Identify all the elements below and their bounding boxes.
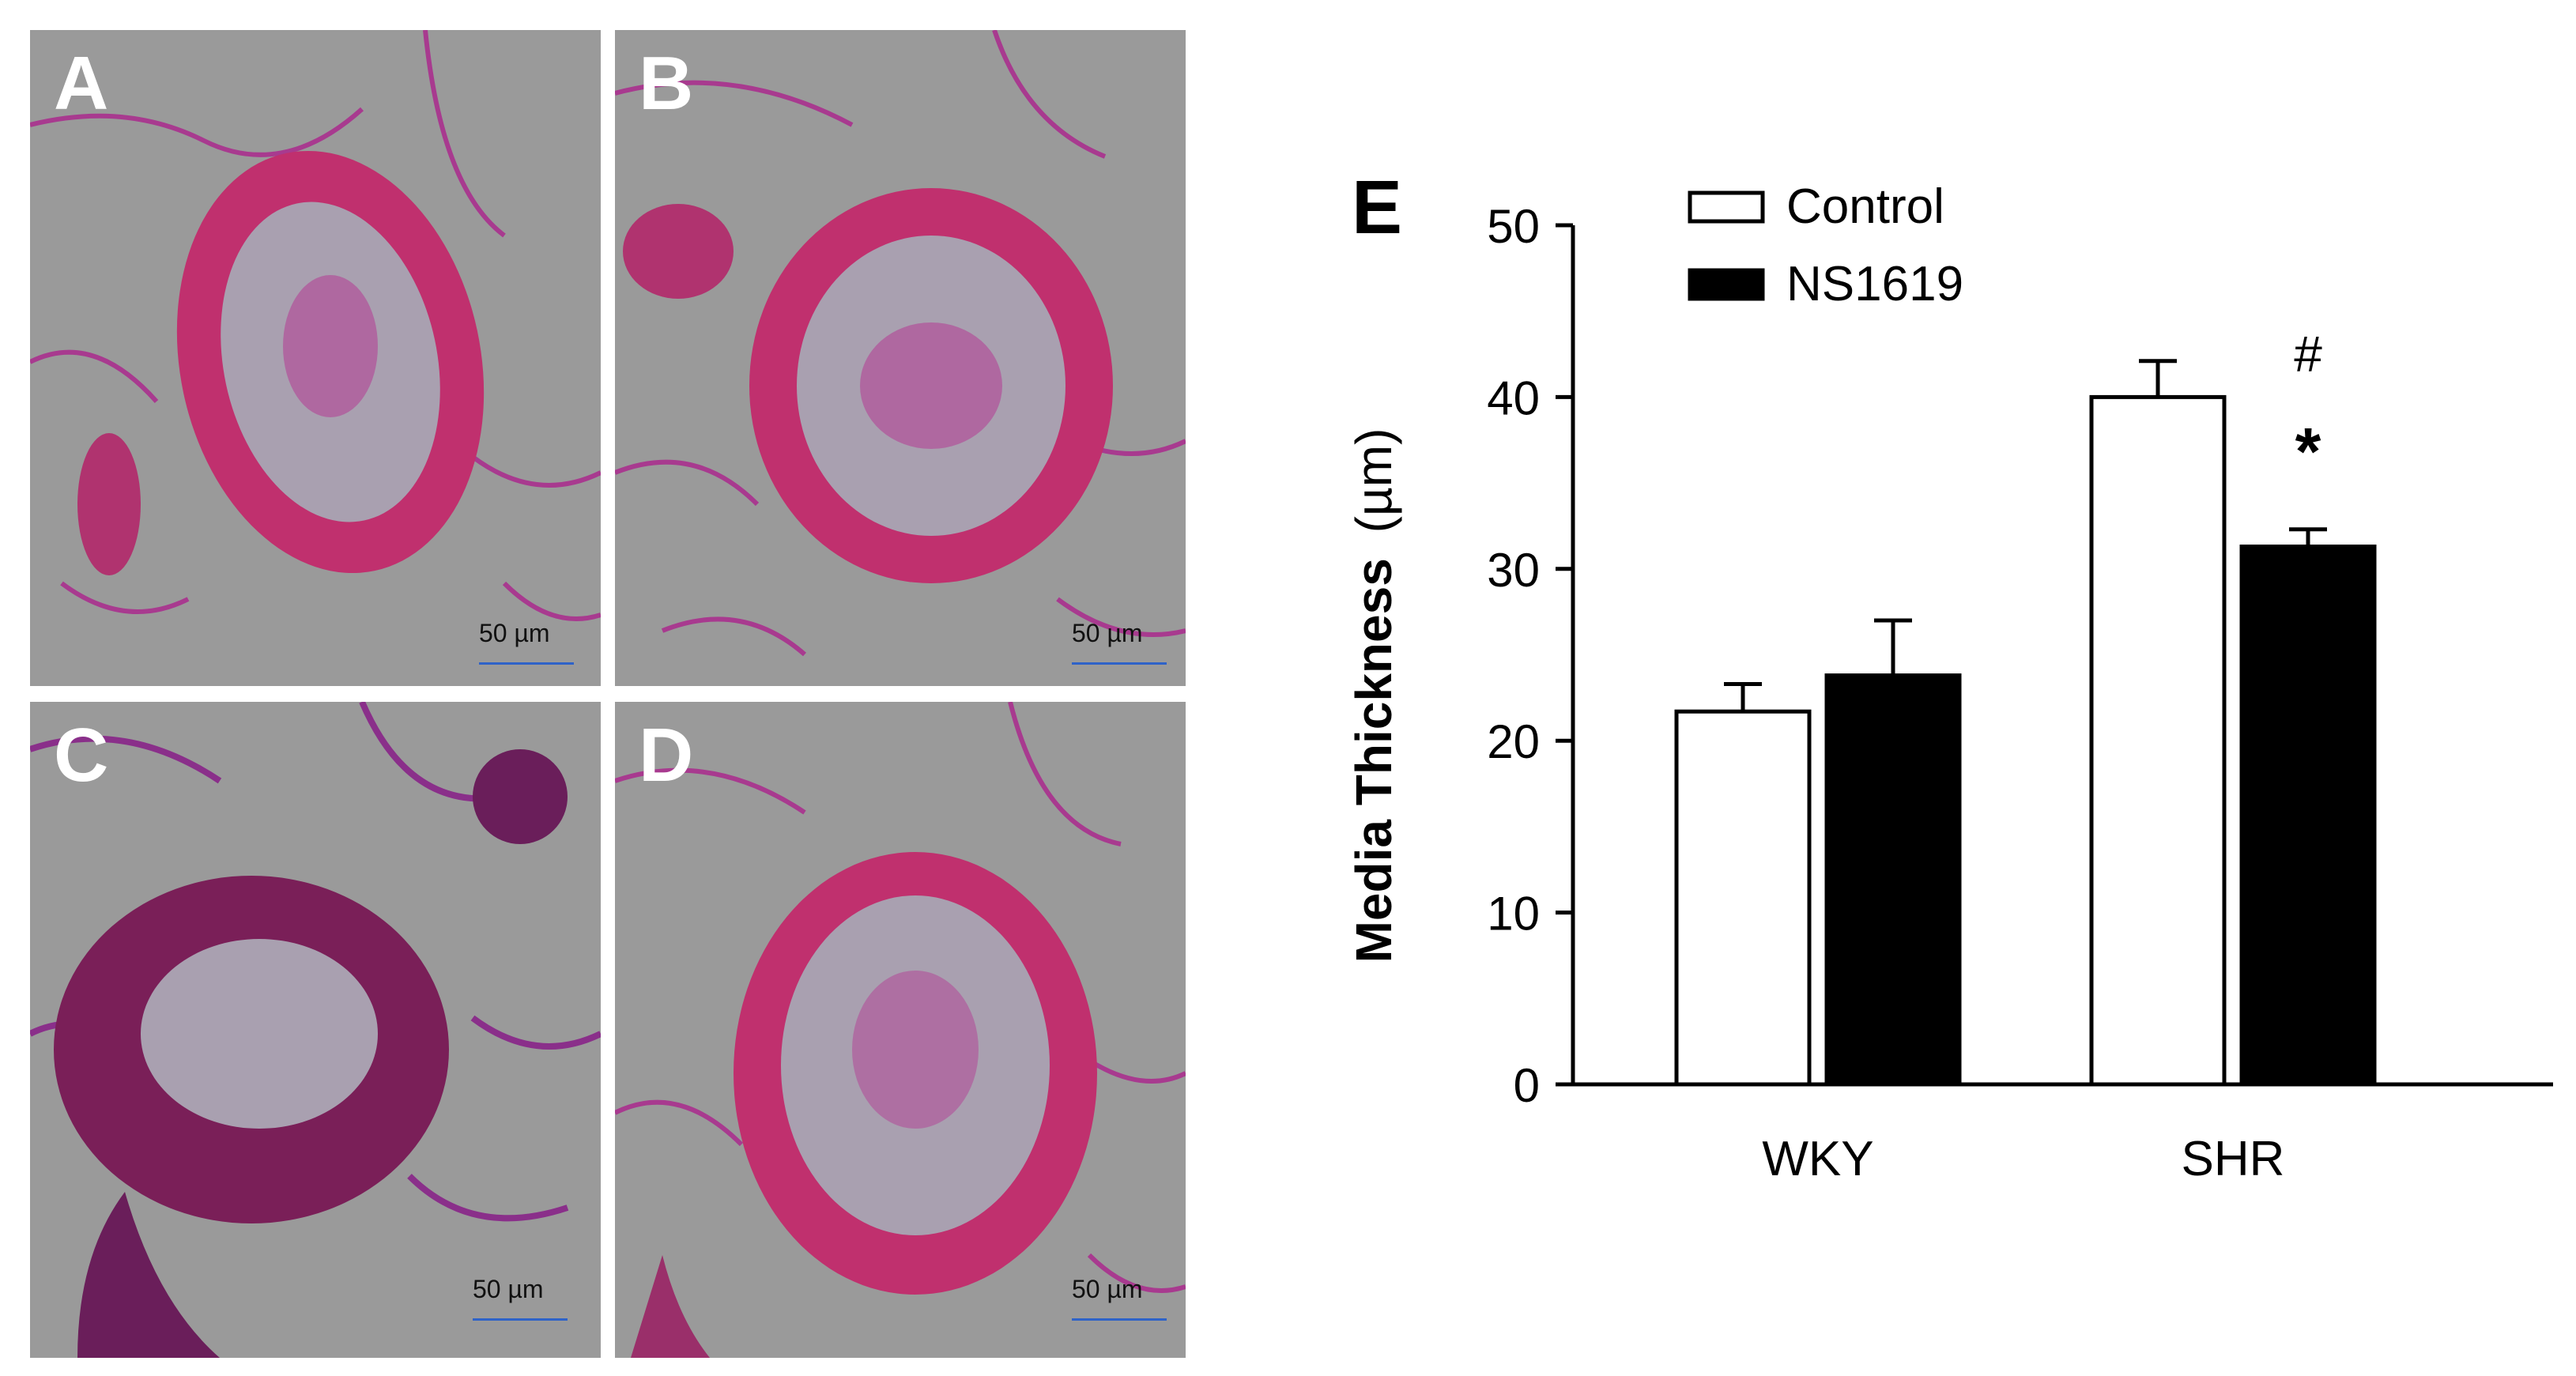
bar [2089,394,2227,1087]
micrograph-panel-c: C 50 µm [30,702,601,1358]
scale-label-c: 50 µm [473,1275,544,1303]
y-axis-label-main: Media Thickness [1345,558,1402,963]
vessel-cross-section-d [615,702,1186,1358]
scale-bar-d [1072,1318,1167,1321]
chart-legend: Control NS1619 [1688,179,1963,311]
chart-axes: 0 10 20 30 40 50 WKY SHR [1487,200,2553,1186]
panel-letter-a: A [54,41,109,126]
panel-letter-c: C [54,713,109,797]
y-axis-label-unit: (µm) [1345,428,1402,533]
y-tick-label: 10 [1487,888,1540,941]
panel-letter-d: D [639,713,694,797]
chart-bars: #* [1674,326,2377,1087]
scale-label-d: 50 µm [1072,1275,1143,1303]
y-tick-label: 30 [1487,544,1540,597]
scale-label-b: 50 µm [1072,619,1143,647]
y-tick-label: 20 [1487,715,1540,768]
y-axis-label: Media Thickness (µm) [1345,428,1402,963]
bar [1824,673,1962,1087]
vessel-cross-section-b [615,30,1186,657]
x-tick-label: SHR [2182,1132,2285,1186]
legend-label: Control [1786,179,1944,234]
legend-swatch [1688,268,1765,301]
y-tick-label: 0 [1514,1059,1540,1112]
legend-swatch [1688,190,1765,224]
scale-bar-a [479,662,574,665]
bar [1674,709,1812,1087]
micrograph-panel-a: A 50 µm [30,30,601,686]
panel-letter-b: B [639,41,694,126]
y-tick-label: 50 [1487,200,1540,253]
y-tick-label: 40 [1487,371,1540,424]
significance-star-marker: * [2295,414,2321,488]
micrograph-panel-d: D 50 µm [615,702,1186,1358]
scale-bar-b [1072,662,1167,665]
significance-hash-marker: # [2294,326,2322,383]
bar [2239,545,2377,1087]
micrograph-panel-b: B 50 µm [615,30,1186,686]
legend-label: NS1619 [1786,257,1963,311]
vessel-cross-section-c [30,702,601,1358]
vessel-cross-section-a [30,30,601,621]
scale-label-a: 50 µm [479,619,550,647]
x-tick-label: WKY [1762,1132,1873,1186]
scale-bar-c [473,1318,568,1321]
chart-panel-letter: E [1352,165,1402,250]
